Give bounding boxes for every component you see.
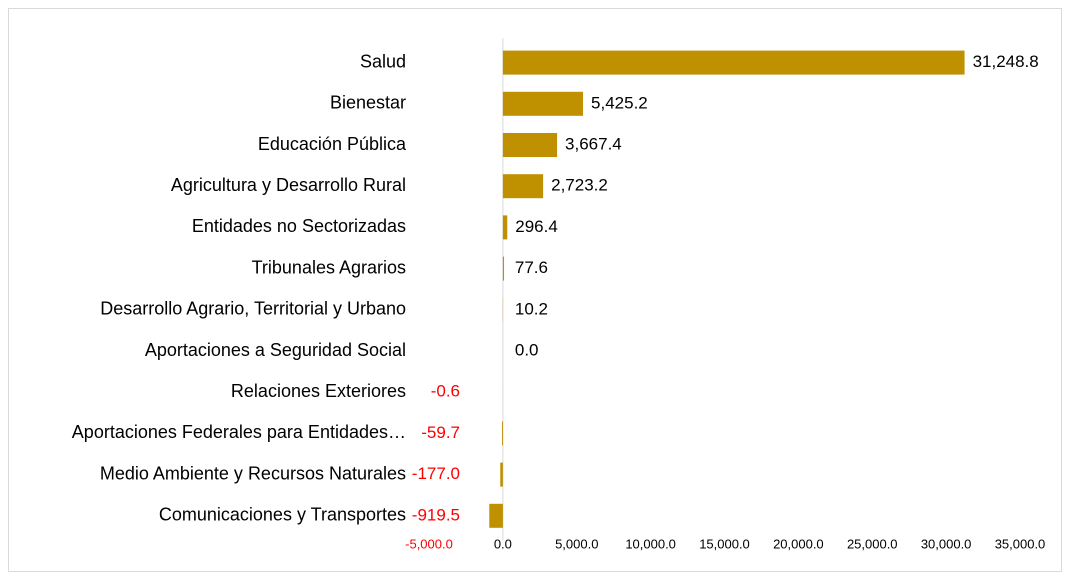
x-tick-label: -5,000.0 [405,536,453,551]
bar [501,421,503,446]
bar [502,50,965,75]
bar [500,462,503,487]
x-tick-label: 20,000.0 [773,536,824,551]
y-tick-label: Aportaciones a Seguridad Social [145,340,406,360]
x-tick-label: 0.0 [494,536,512,551]
value-label: 77.6 [515,258,548,277]
value-label: 296.4 [515,217,558,236]
x-tick-label: 30,000.0 [921,536,972,551]
value-label: -59.7 [421,423,460,442]
y-tick-label: Agricultura y Desarrollo Rural [171,175,406,195]
x-tick-label: 10,000.0 [625,536,676,551]
y-tick-label: Entidades no Sectorizadas [192,216,406,236]
y-tick-label: Medio Ambiente y Recursos Naturales [100,463,406,483]
bar [502,174,544,199]
value-label: 3,667.4 [565,134,622,153]
value-label: 31,248.8 [973,52,1039,71]
y-tick-label: Desarrollo Agrario, Territorial y Urbano [100,299,406,319]
x-tick-label: 35,000.0 [995,536,1046,551]
value-label: 0.0 [515,340,539,359]
y-tick-label: Comunicaciones y Transportes [159,505,406,525]
y-tick-label: Relaciones Exteriores [231,381,406,401]
y-tick-label: Aportaciones Federales para Entidades… [72,422,406,442]
bar [502,91,584,116]
value-label: 5,425.2 [591,93,648,112]
x-tick-label: 25,000.0 [847,536,898,551]
bar [489,503,503,528]
value-label: -919.5 [412,505,460,524]
y-tick-label: Educación Pública [258,134,407,154]
bar [502,215,508,240]
x-tick-label: 15,000.0 [699,536,750,551]
bar [502,133,558,157]
x-tick-label: 5,000.0 [555,536,598,551]
value-label: -0.6 [431,382,460,401]
y-tick-label: Tribunales Agrarios [252,257,406,277]
value-label: -177.0 [412,464,460,483]
value-label: 10.2 [515,299,548,318]
y-tick-label: Salud [360,51,406,71]
bar [502,256,505,281]
value-label: 2,723.2 [551,176,608,195]
y-tick-label: Bienestar [330,93,406,113]
